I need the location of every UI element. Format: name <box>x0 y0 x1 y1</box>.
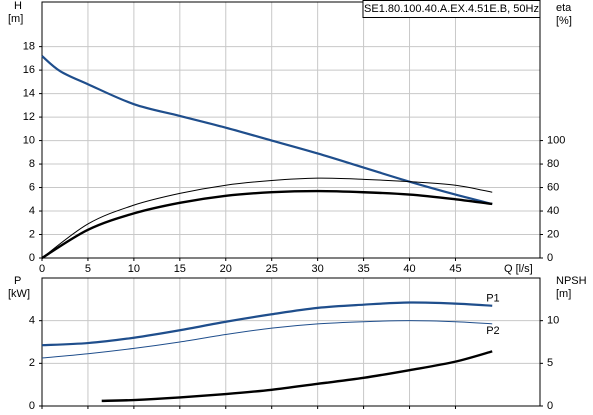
x-tick-label: 20 <box>220 263 232 275</box>
title-box <box>362 0 541 18</box>
y2-tick-label: 20 <box>547 228 559 240</box>
y-label: P <box>14 275 21 287</box>
y2-label: eta <box>556 2 572 14</box>
series-line <box>101 350 493 403</box>
series-line <box>41 55 493 206</box>
series-line <box>41 301 493 347</box>
y-tick-label: 2 <box>29 357 35 369</box>
y-tick-label: 0 <box>29 252 35 264</box>
x-tick-label: 45 <box>449 263 461 275</box>
y2-tick-label: 100 <box>547 134 565 146</box>
y-tick-label: 18 <box>23 41 35 53</box>
y2-label: NPSH <box>556 275 587 287</box>
y2-tick-label: 40 <box>547 205 559 217</box>
series-line <box>41 177 493 259</box>
x-tick-label: 15 <box>174 263 186 275</box>
x-tick-label: 35 <box>357 263 369 275</box>
x-tick-label: 10 <box>128 263 140 275</box>
x-tick-label: 30 <box>312 263 324 275</box>
y-unit: [kW] <box>8 288 30 300</box>
y-label: H <box>14 0 22 12</box>
y-tick-label: 14 <box>23 88 35 100</box>
y-tick-label: 4 <box>29 315 35 327</box>
y-unit: [m] <box>8 13 23 25</box>
series-label: P1 <box>486 293 499 305</box>
x-label: Q [l/s] <box>504 263 533 275</box>
y-tick-label: 10 <box>23 134 35 146</box>
plot-frame <box>41 1 541 259</box>
y2-tick-label: 80 <box>547 158 559 170</box>
y2-tick-label: 60 <box>547 181 559 193</box>
y-tick-label: 16 <box>23 64 35 76</box>
y-tick-label: 8 <box>29 158 35 170</box>
series-line <box>41 320 493 359</box>
x-tick-label: 40 <box>403 263 415 275</box>
y2-tick-label: 0 <box>547 400 553 412</box>
y2-tick-label: 0 <box>547 252 553 264</box>
y2-unit: [%] <box>556 15 572 27</box>
series-line <box>41 189 493 260</box>
plot-frame <box>41 277 541 407</box>
y-tick-label: 0 <box>29 400 35 412</box>
x-tick-label: 25 <box>266 263 278 275</box>
y2-tick-label: 10 <box>547 315 559 327</box>
y2-tick-label: 5 <box>547 357 553 369</box>
chart-title: SE1.80.100.40.A.EX.4.51E.B, 50Hz <box>364 3 539 15</box>
y-tick-label: 12 <box>23 111 35 123</box>
y-tick-label: 4 <box>29 205 35 217</box>
x-tick-label: 0 <box>39 263 45 275</box>
x-tick-label: 5 <box>85 263 91 275</box>
y-tick-label: 6 <box>29 181 35 193</box>
y2-unit: [m] <box>556 288 571 300</box>
y-tick-label: 2 <box>29 228 35 240</box>
series-label: P2 <box>486 325 499 337</box>
